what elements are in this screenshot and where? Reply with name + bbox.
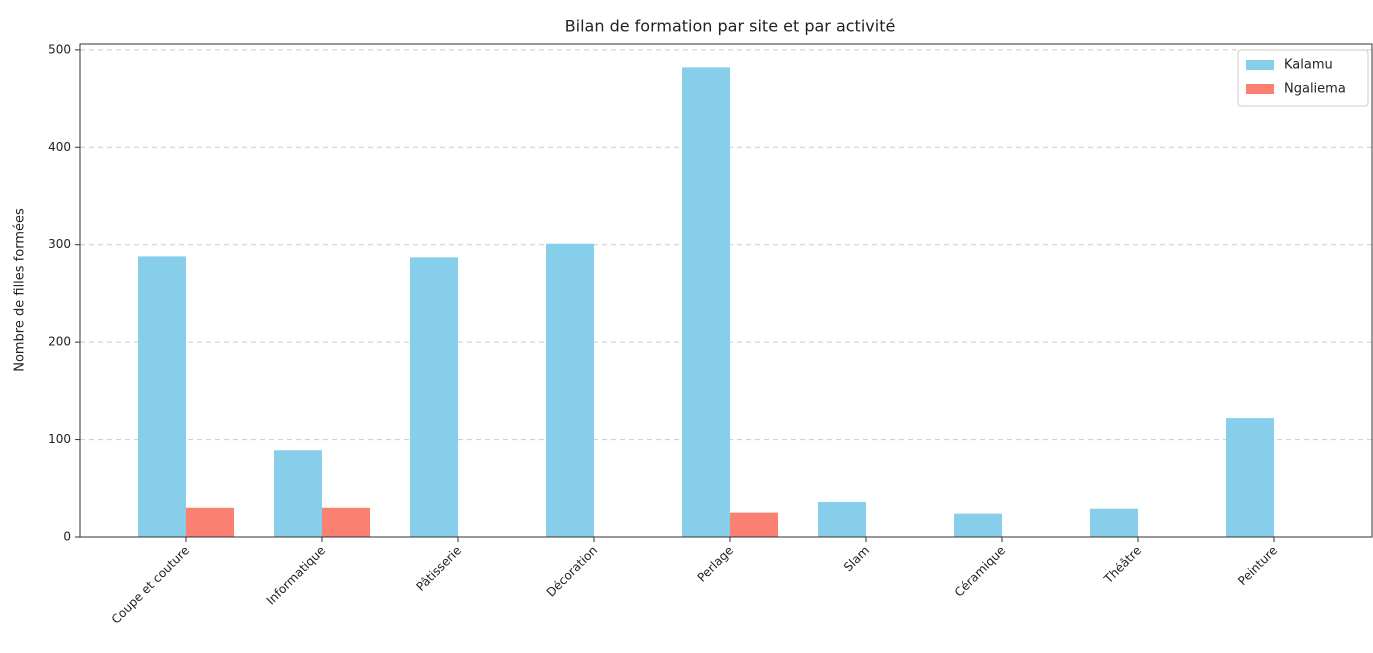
x-tick-label: Décoration bbox=[544, 543, 600, 599]
bar bbox=[818, 501, 866, 537]
x-tick-label: Peinture bbox=[1235, 543, 1280, 588]
y-tick-label: 400 bbox=[48, 140, 71, 154]
bar bbox=[274, 450, 322, 537]
bar bbox=[954, 513, 1002, 537]
x-tick-label: Informatique bbox=[264, 543, 328, 607]
x-tick-label: Céramique bbox=[952, 543, 1008, 599]
bar bbox=[1090, 508, 1138, 537]
legend-swatch bbox=[1246, 60, 1274, 70]
legend-label: Kalamu bbox=[1284, 58, 1333, 73]
bar bbox=[138, 256, 186, 537]
x-tick-label: Perlage bbox=[695, 543, 737, 585]
bar bbox=[730, 512, 778, 537]
bar bbox=[410, 257, 458, 537]
chart-title: Bilan de formation par site et par activ… bbox=[565, 17, 896, 36]
legend-label: Ngaliema bbox=[1284, 82, 1346, 97]
y-tick-label: 200 bbox=[48, 335, 71, 349]
bar bbox=[186, 507, 234, 537]
y-tick-label: 0 bbox=[63, 530, 71, 544]
y-tick-label: 300 bbox=[48, 237, 71, 251]
plot-frame bbox=[79, 43, 1373, 538]
x-tick-label: Théâtre bbox=[1101, 543, 1144, 586]
x-tick-label: Coupe et couture bbox=[109, 543, 192, 626]
bar bbox=[1226, 418, 1274, 537]
y-tick-label: 500 bbox=[48, 42, 71, 56]
bar bbox=[682, 67, 730, 538]
y-axis-label: Nombre de filles formées bbox=[13, 208, 28, 372]
legend-swatch bbox=[1246, 84, 1274, 94]
bar bbox=[322, 507, 370, 537]
bar bbox=[546, 243, 594, 537]
y-tick-label: 100 bbox=[48, 432, 71, 446]
x-tick-label: Pâtisserie bbox=[413, 543, 464, 594]
x-tick-label: Slam bbox=[841, 543, 872, 574]
